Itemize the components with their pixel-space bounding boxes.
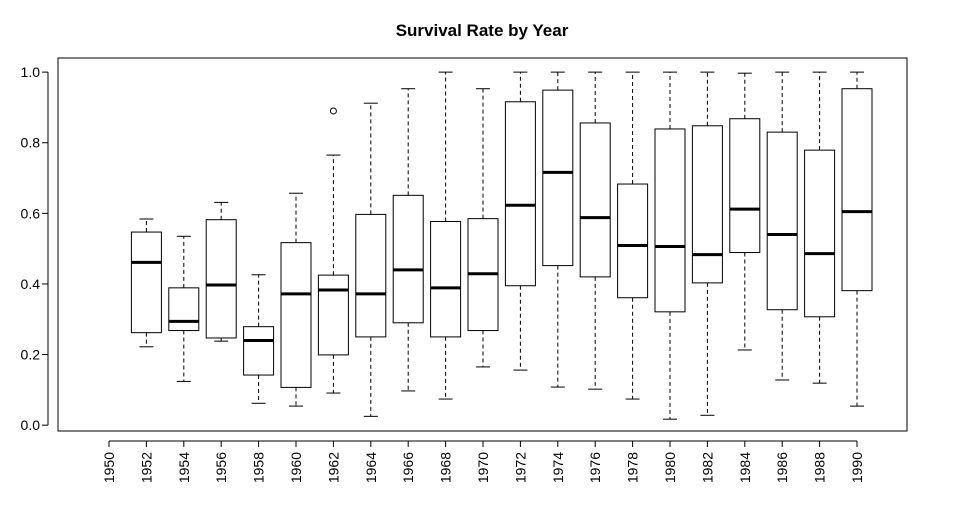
box-iqr: [766, 131, 798, 311]
x-tick-label: 1970: [475, 452, 491, 483]
x-tick-label: 1952: [138, 452, 154, 483]
box-1970: [467, 88, 499, 368]
x-tick-label: 1966: [400, 452, 416, 483]
box-iqr: [430, 220, 462, 338]
y-tick-label: 1.0: [21, 64, 41, 80]
chart-title: Survival Rate by Year: [396, 21, 569, 40]
box-iqr: [804, 149, 836, 318]
box-series: [130, 71, 873, 420]
x-tick-label: 1960: [288, 452, 304, 483]
x-tick-label: 1984: [737, 452, 753, 483]
box-1980: [654, 71, 686, 420]
x-tick-label: 1980: [662, 452, 678, 483]
y-tick-label: 0.0: [21, 417, 41, 433]
x-tick-label: 1968: [438, 452, 454, 483]
box-1962: [317, 107, 349, 394]
x-tick-label: 1976: [587, 452, 603, 483]
box-1974: [542, 71, 574, 388]
box-iqr: [841, 88, 873, 292]
box-iqr: [579, 122, 611, 278]
box-1986: [766, 71, 798, 381]
box-iqr: [691, 125, 723, 284]
box-iqr: [617, 183, 649, 299]
x-tick-label: 1954: [176, 452, 192, 483]
x-tick-label: 1950: [101, 452, 117, 483]
x-tick-label: 1974: [550, 452, 566, 483]
box-1984: [729, 72, 761, 351]
y-axis: 0.0 0.2 0.4 0.6 0.8 1.0: [21, 64, 49, 433]
box-1966: [392, 88, 424, 392]
box-1972: [504, 71, 536, 371]
box-iqr: [168, 287, 200, 332]
x-tick-label: 1986: [774, 452, 790, 483]
box-iqr: [243, 326, 275, 376]
box-iqr: [542, 89, 574, 267]
box-1964: [355, 102, 387, 417]
box-iqr: [317, 274, 349, 356]
box-1956: [205, 201, 237, 342]
x-tick-label: 1978: [625, 452, 641, 483]
box-iqr: [504, 101, 536, 287]
box-iqr: [130, 231, 162, 334]
box-iqr: [392, 194, 424, 324]
box-iqr: [729, 118, 761, 254]
box-1976: [579, 71, 611, 390]
box-1990: [841, 71, 873, 407]
box-1968: [430, 71, 462, 400]
box-iqr: [280, 242, 312, 388]
x-axis: 1950 1952 1954 1956 1958 1960 1962 1964 1966 1968…: [101, 440, 865, 483]
x-tick-label: 1964: [363, 452, 379, 483]
box-1982: [691, 71, 723, 416]
outlier-point: [329, 107, 337, 115]
box-1988: [804, 71, 836, 384]
box-1960: [280, 192, 312, 407]
y-tick-label: 0.6: [21, 205, 41, 221]
box-1978: [617, 71, 649, 400]
y-tick-label: 0.4: [21, 276, 41, 292]
x-tick-label: 1958: [251, 452, 267, 483]
box-1954: [168, 235, 200, 382]
x-tick-label: 1956: [213, 452, 229, 483]
y-tick-label: 0.2: [21, 347, 41, 363]
box-iqr: [205, 219, 237, 339]
plot-frame: [57, 57, 908, 432]
x-tick-label: 1990: [849, 452, 865, 483]
box-iqr: [355, 213, 387, 338]
box-iqr: [654, 128, 686, 313]
x-tick-label: 1972: [512, 452, 528, 483]
box-1952: [130, 218, 162, 348]
x-tick-label: 1982: [699, 452, 715, 483]
x-tick-label: 1988: [812, 452, 828, 483]
box-1958: [243, 274, 275, 404]
x-tick-label: 1962: [325, 452, 341, 483]
y-tick-label: 0.8: [21, 135, 41, 151]
